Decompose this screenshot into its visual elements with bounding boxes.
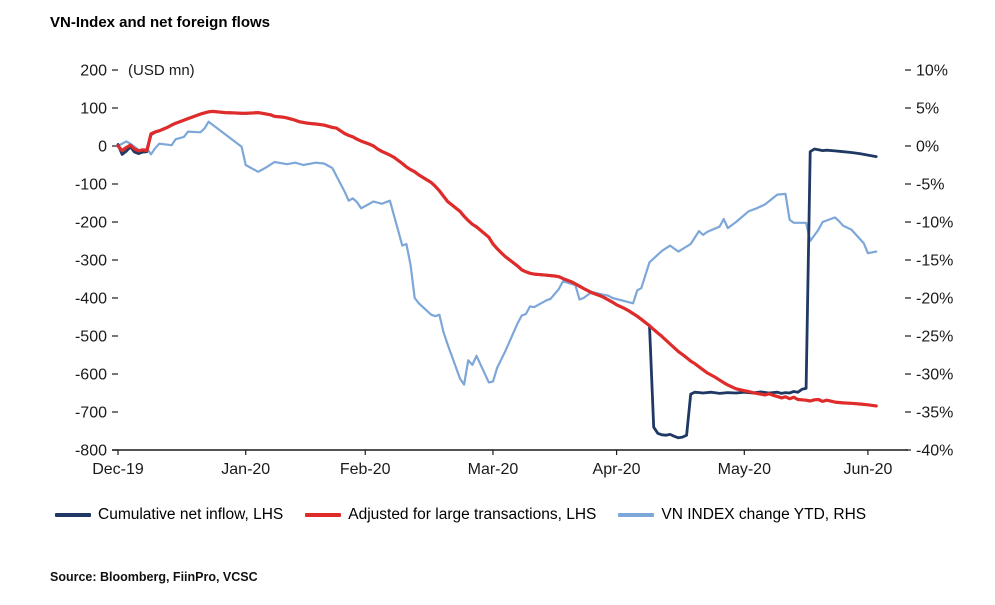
- left-axis-tick-label: 200: [80, 63, 107, 80]
- chart-title: VN-Index and net foreign flows: [50, 14, 271, 31]
- x-axis-tick-label: Apr-20: [593, 461, 641, 478]
- right-axis-tick-label: 0%: [916, 139, 939, 156]
- left-axis-tick-label: -200: [75, 215, 107, 232]
- left-axis-tick-label: -400: [75, 291, 107, 308]
- legend-item-cumulative-net-inflow: Cumulative net inflow, LHS: [55, 506, 283, 524]
- legend-label: Cumulative net inflow, LHS: [98, 506, 284, 523]
- right-axis-tick-label: 5%: [916, 101, 939, 118]
- x-axis-tick-label: Jan-20: [221, 461, 270, 478]
- series-line-cumulative-net-inflow-lhs: [116, 110, 878, 440]
- left-axis-tick-label: -300: [75, 253, 107, 270]
- x-axis-tick-label: Dec-19: [92, 461, 144, 478]
- right-axis-tick-label: -30%: [916, 367, 953, 384]
- left-axis-tick-label: -100: [75, 177, 107, 194]
- chart-legend: Cumulative net inflow, LHS Adjusted for …: [55, 506, 866, 524]
- right-axis-tick-label: -5%: [916, 177, 944, 194]
- left-axis-tick-label: -700: [75, 405, 107, 422]
- legend-item-adjusted-large-transactions: Adjusted for large transactions, LHS: [305, 506, 596, 524]
- x-axis-tick-label: Feb-20: [340, 461, 391, 478]
- left-axis-unit-label: (USD mn): [128, 62, 195, 79]
- right-axis-tick-label: -10%: [916, 215, 953, 232]
- right-axis-tick-label: -35%: [916, 405, 953, 422]
- legend-line-swatch-navy: [55, 513, 91, 517]
- chart-svg: 200 100 0 -100 -200 -300 -400 -500 -600 -700 -800 1…: [75, 63, 953, 479]
- x-axis-tick-label: May-20: [718, 461, 771, 478]
- left-axis-tick-label: 0: [98, 139, 107, 156]
- source-note: Source: Bloomberg, FiinPro, VCSC: [50, 570, 258, 584]
- left-axis-tick-label: -500: [75, 329, 107, 346]
- legend-item-vn-index-change-ytd: VN INDEX change YTD, RHS: [618, 506, 866, 524]
- legend-label: Adjusted for large transactions, LHS: [348, 506, 597, 523]
- legend-label: VN INDEX change YTD, RHS: [661, 506, 867, 523]
- left-axis-tick-label: -600: [75, 367, 107, 384]
- left-axis-tick-label: -800: [75, 443, 107, 460]
- left-axis-tick-label: 100: [80, 101, 107, 118]
- right-axis-tick-label: -15%: [916, 253, 953, 270]
- right-axis-tick-label: 10%: [916, 63, 948, 80]
- x-axis-tick-label: Jun-20: [843, 461, 892, 478]
- series-line-vn-index-change-ytd-rhs: [116, 120, 878, 386]
- legend-line-swatch-lightblue: [618, 513, 655, 517]
- legend-line-swatch-red: [305, 513, 342, 517]
- right-axis-tick-label: -40%: [916, 443, 953, 460]
- x-axis-tick-label: Mar-20: [468, 461, 519, 478]
- right-axis-tick-label: -25%: [916, 329, 953, 346]
- series-line-adjusted-for-large-transactions-lhs: [116, 109, 878, 408]
- right-axis-tick-label: -20%: [916, 291, 953, 308]
